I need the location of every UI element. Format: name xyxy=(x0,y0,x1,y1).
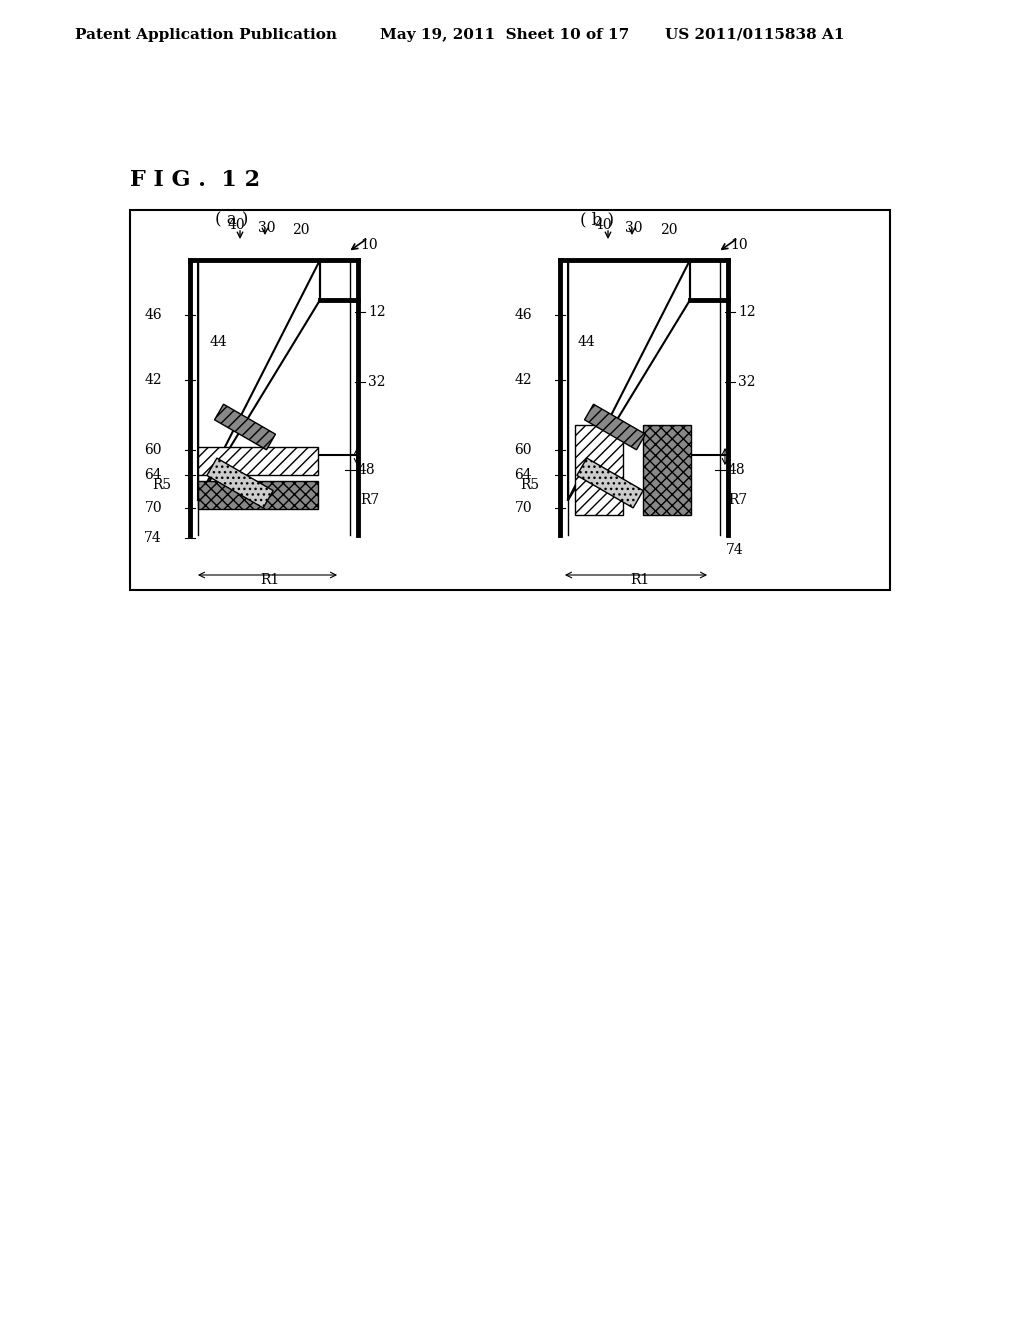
Text: 20: 20 xyxy=(292,223,309,238)
Text: Patent Application Publication: Patent Application Publication xyxy=(75,28,337,42)
Text: 48: 48 xyxy=(728,463,745,477)
Bar xyxy=(198,480,318,510)
Polygon shape xyxy=(568,260,690,500)
Text: 12: 12 xyxy=(368,305,386,319)
Text: 32: 32 xyxy=(738,375,756,389)
Text: 20: 20 xyxy=(660,223,678,238)
Text: 74: 74 xyxy=(144,531,162,545)
Text: 40: 40 xyxy=(595,218,612,232)
Text: 48: 48 xyxy=(358,463,376,477)
Text: ( b ): ( b ) xyxy=(580,211,614,228)
Text: R1: R1 xyxy=(631,573,649,587)
Text: F I G .  1 2: F I G . 1 2 xyxy=(130,169,260,191)
Text: 44: 44 xyxy=(210,335,227,348)
Text: 46: 46 xyxy=(144,308,162,322)
Polygon shape xyxy=(214,404,275,450)
Bar xyxy=(198,447,318,475)
Polygon shape xyxy=(207,458,273,508)
Polygon shape xyxy=(577,458,643,508)
Text: 44: 44 xyxy=(578,335,596,348)
Text: 30: 30 xyxy=(625,220,642,235)
Text: US 2011/0115838 A1: US 2011/0115838 A1 xyxy=(665,28,845,42)
Bar xyxy=(643,425,691,515)
Text: R7: R7 xyxy=(728,492,748,507)
Text: R5: R5 xyxy=(152,478,171,492)
Text: R5: R5 xyxy=(520,478,539,492)
Text: 10: 10 xyxy=(360,238,378,252)
Text: 12: 12 xyxy=(738,305,756,319)
Text: 70: 70 xyxy=(144,502,162,515)
Text: R7: R7 xyxy=(360,492,379,507)
Text: 70: 70 xyxy=(514,502,532,515)
Polygon shape xyxy=(198,260,319,500)
Text: R1: R1 xyxy=(260,573,280,587)
Polygon shape xyxy=(585,404,645,450)
Text: 60: 60 xyxy=(144,444,162,457)
Text: ( a ): ( a ) xyxy=(215,211,249,228)
Bar xyxy=(130,210,890,590)
Text: 60: 60 xyxy=(514,444,532,457)
Text: 42: 42 xyxy=(144,374,162,387)
Text: 64: 64 xyxy=(144,469,162,482)
Text: 10: 10 xyxy=(730,238,748,252)
Text: 64: 64 xyxy=(514,469,532,482)
Text: 42: 42 xyxy=(514,374,532,387)
Text: 32: 32 xyxy=(368,375,385,389)
Text: 46: 46 xyxy=(514,308,532,322)
Text: 30: 30 xyxy=(258,220,275,235)
Text: 74: 74 xyxy=(726,543,743,557)
Text: May 19, 2011  Sheet 10 of 17: May 19, 2011 Sheet 10 of 17 xyxy=(380,28,630,42)
Bar xyxy=(575,425,623,515)
Text: 40: 40 xyxy=(228,218,246,232)
